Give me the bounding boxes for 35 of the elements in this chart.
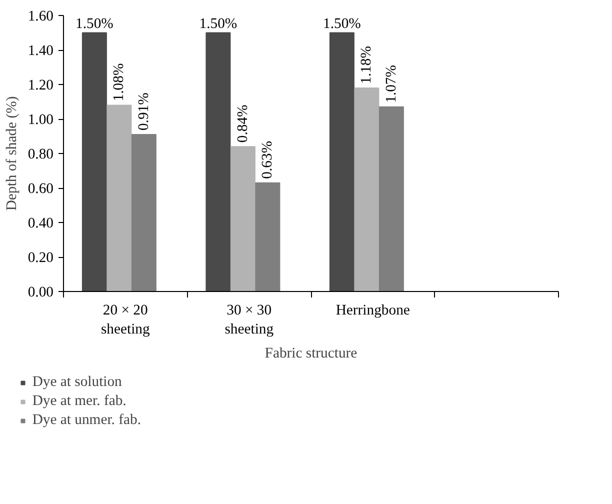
bar — [82, 32, 107, 292]
bar — [354, 87, 380, 292]
y-axis-title: Depth of shade (%) — [4, 96, 20, 211]
y-tick-label: 1.60 — [28, 8, 54, 24]
x-tick-label: 20 × 20 sheeting — [100, 302, 150, 338]
legend-label: Dye at unmer. fab. — [32, 412, 141, 429]
bar — [255, 182, 280, 292]
data-label: 0.91% — [136, 92, 152, 131]
bar — [378, 106, 404, 292]
data-label: 1.50% — [199, 16, 238, 32]
x-tick-label: 30 × 30 sheeting — [224, 302, 274, 338]
data-label: 0.63% — [260, 140, 276, 179]
y-tick-label: 0.60 — [28, 181, 54, 197]
y-tick-label: 0.00 — [28, 284, 54, 300]
data-label: 1.50% — [76, 16, 114, 32]
y-tick-label: 0.40 — [28, 216, 54, 232]
bar — [106, 104, 132, 292]
data-label: 1.50% — [323, 16, 361, 32]
legend-label: Dye at solution — [32, 374, 122, 391]
data-label: 0.84% — [234, 104, 251, 143]
bar — [329, 32, 354, 292]
bar — [230, 146, 256, 292]
data-label: 1.18% — [358, 46, 375, 84]
y-tick-label: 1.20 — [28, 78, 54, 94]
x-axis-title: Fabric structure — [264, 346, 358, 362]
y-tick-label: 1.40 — [28, 43, 54, 59]
bar — [206, 32, 231, 292]
data-label: 1.07% — [383, 65, 400, 103]
data-label: 1.08% — [111, 63, 128, 102]
y-tick-label: 0.20 — [28, 250, 54, 266]
y-tick-label: 0.80 — [28, 146, 54, 162]
y-tick-label: 1.00 — [28, 112, 54, 128]
x-tick-label: Herringbone — [336, 302, 410, 318]
legend-label: Dye at mer. fab. — [32, 393, 126, 410]
bar — [131, 134, 156, 292]
